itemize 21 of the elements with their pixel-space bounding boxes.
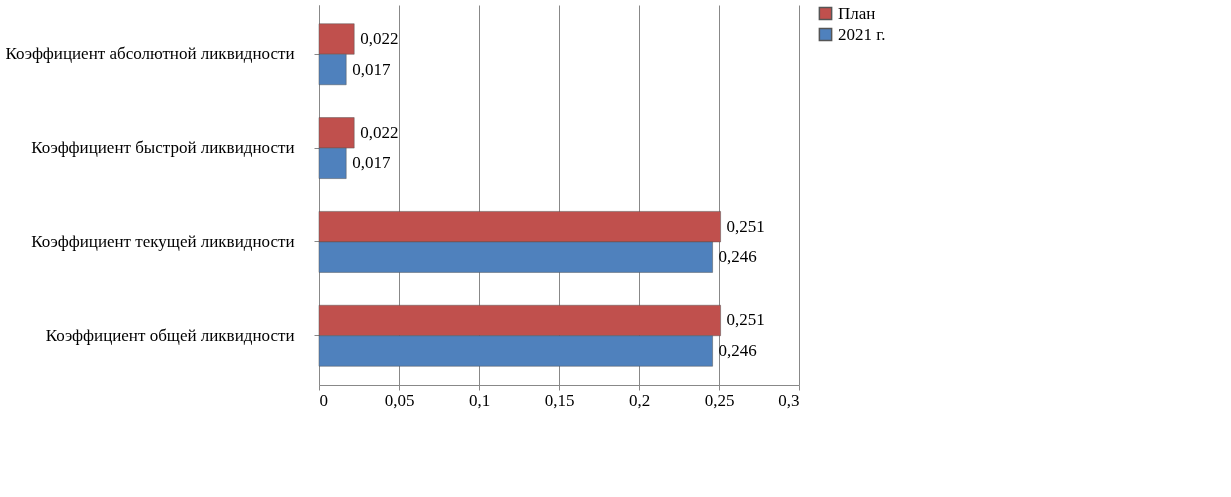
y-tick-label: Коэффициент абсолютной ликвидности — [5, 44, 295, 64]
legend-label: План — [838, 3, 876, 23]
x-tick-label: 0,25 — [704, 390, 735, 410]
y-tick-label: Коэффициент общей ликвидности — [45, 325, 295, 345]
data-label: 0,251 — [726, 310, 765, 330]
x-tick-label: 0 — [319, 390, 328, 410]
x-tick-label: 0,3 — [778, 390, 800, 410]
y-tick-label: Коэффициент текущей ликвидности — [31, 231, 295, 251]
data-label: 0,017 — [352, 59, 391, 79]
data-label: 0,251 — [726, 216, 765, 236]
data-label: 0,017 — [352, 153, 391, 173]
data-label: 0,022 — [360, 29, 399, 49]
x-tick-label: 0,1 — [468, 390, 491, 410]
x-tick-label: 0,05 — [384, 390, 415, 410]
x-tick-label: 0,2 — [628, 390, 651, 410]
legend-label: 2021 г. — [838, 24, 886, 44]
data-label: 0,246 — [718, 340, 757, 360]
data-label: 0,246 — [718, 247, 757, 267]
data-label: 0,022 — [360, 122, 399, 142]
x-tick-label: 0,15 — [544, 390, 575, 410]
y-tick-label: Коэффициент быстрой ликвидности — [31, 138, 295, 158]
